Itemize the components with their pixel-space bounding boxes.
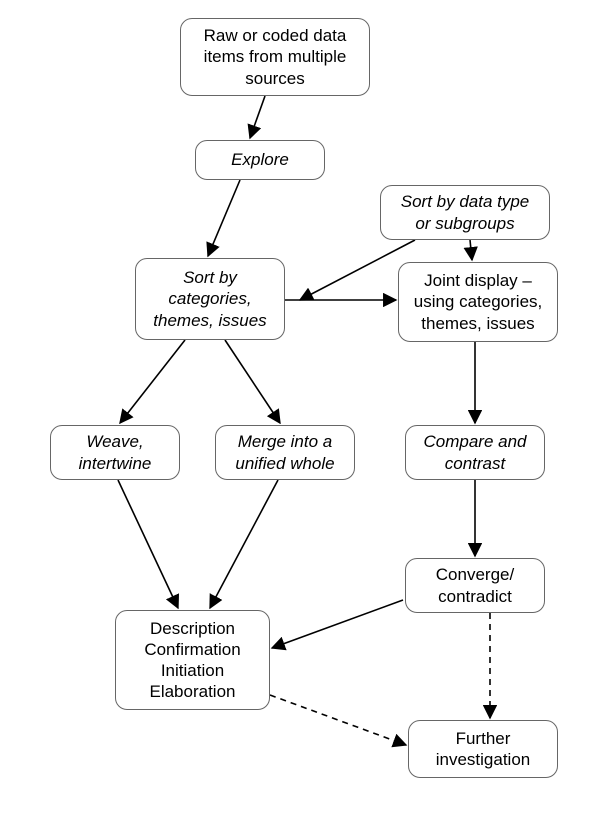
edge-merge-to-desc [210,480,278,608]
node-compare: Compare and contrast [405,425,545,480]
node-raw: Raw or coded data items from multiple so… [180,18,370,96]
node-explore: Explore [195,140,325,180]
edge-explore-to-sortcat [208,180,240,256]
node-sortcat: Sort by categories, themes, issues [135,258,285,340]
node-merge: Merge into a unified whole [215,425,355,480]
node-weave: Weave, intertwine [50,425,180,480]
edge-weave-to-desc [118,480,178,608]
edge-raw-to-explore [250,96,265,138]
edges-layer [0,0,600,820]
edge-desc-to-further [270,695,406,745]
edge-converge-to-desc [272,600,403,648]
node-sortby: Sort by data type or subgroups [380,185,550,240]
node-converge: Converge/ contradict [405,558,545,613]
edge-sortcat-to-weave [120,340,185,423]
node-joint: Joint display – using categories, themes… [398,262,558,342]
edge-sortcat-to-merge [225,340,280,423]
flowchart-canvas: Raw or coded data items from multiple so… [0,0,600,820]
node-further: Further investigation [408,720,558,778]
edge-sortby-to-joint [470,240,472,260]
node-desc: DescriptionConfirmationInitiationElabora… [115,610,270,710]
